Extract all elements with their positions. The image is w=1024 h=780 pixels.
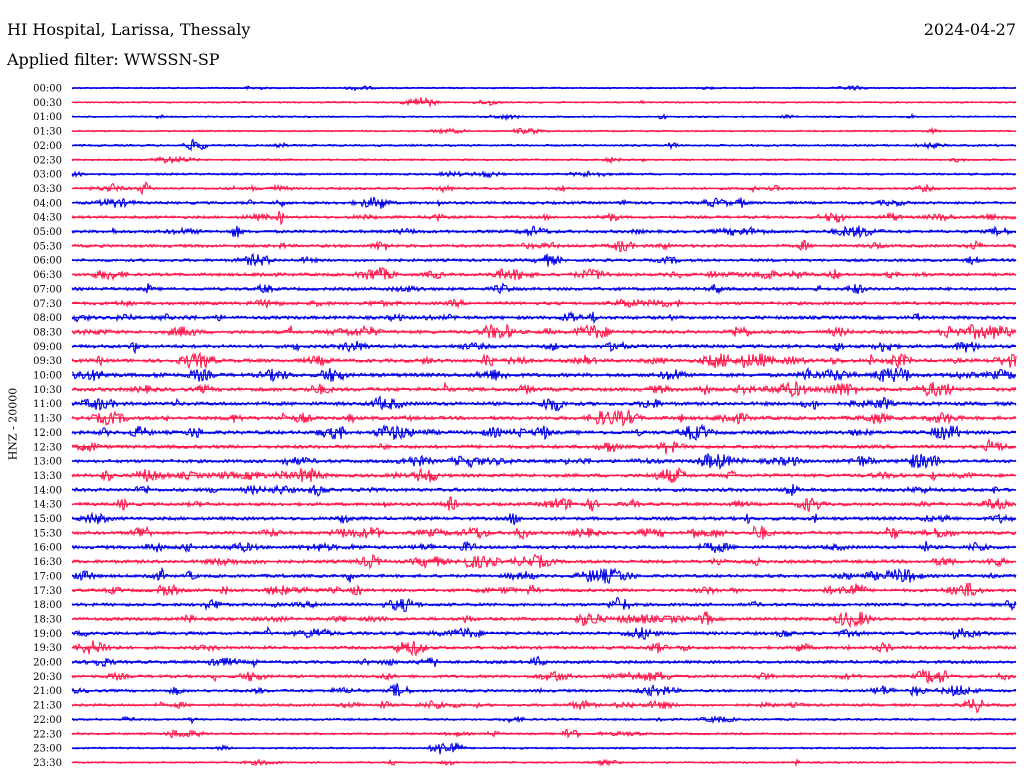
time-label: 04:30 bbox=[33, 213, 62, 224]
time-label: 05:30 bbox=[33, 241, 62, 252]
trace-line bbox=[71, 437, 1017, 455]
time-label: 20:00 bbox=[33, 658, 62, 669]
filter-value: WWSSN-SP bbox=[123, 50, 220, 69]
time-label: 10:00 bbox=[33, 371, 62, 382]
time-label: 12:30 bbox=[33, 442, 62, 453]
time-label: 15:30 bbox=[33, 528, 62, 539]
time-label: 13:30 bbox=[33, 471, 62, 482]
trace-group bbox=[71, 84, 1017, 768]
time-label: 19:00 bbox=[33, 629, 62, 640]
time-label: 02:00 bbox=[33, 141, 62, 152]
time-label: 01:30 bbox=[33, 127, 62, 138]
time-label: 09:00 bbox=[33, 342, 62, 353]
time-label: 07:00 bbox=[33, 284, 62, 295]
time-label: 15:00 bbox=[33, 514, 62, 525]
time-label: 17:30 bbox=[33, 586, 62, 597]
time-label: 22:00 bbox=[33, 715, 62, 726]
trace-line bbox=[71, 267, 1017, 282]
time-label: 19:30 bbox=[33, 643, 62, 654]
time-label: 18:30 bbox=[33, 614, 62, 625]
time-label: 07:30 bbox=[33, 299, 62, 310]
trace-line bbox=[71, 582, 1017, 598]
trace-line bbox=[71, 351, 1017, 370]
time-label: 21:00 bbox=[33, 686, 62, 697]
trace-line bbox=[71, 96, 1017, 108]
time-label: 13:00 bbox=[33, 457, 62, 468]
time-label: 05:00 bbox=[33, 227, 62, 238]
time-label: 08:30 bbox=[33, 327, 62, 338]
channel-axis-label: HNZ - 20000 bbox=[6, 387, 20, 461]
time-label: 21:30 bbox=[33, 701, 62, 712]
time-label: 02:30 bbox=[33, 155, 62, 166]
filter-label: Applied filter: bbox=[7, 50, 119, 69]
record-date: 2024-04-27 bbox=[923, 20, 1016, 39]
time-label: 09:30 bbox=[33, 356, 62, 367]
time-label: 20:30 bbox=[33, 672, 62, 683]
time-label: 04:00 bbox=[33, 198, 62, 209]
time-label: 17:00 bbox=[33, 571, 62, 582]
time-label: 01:00 bbox=[33, 112, 62, 123]
time-label: 11:00 bbox=[33, 399, 62, 410]
time-label: 12:00 bbox=[33, 428, 62, 439]
time-label: 08:00 bbox=[33, 313, 62, 324]
time-label: 14:00 bbox=[33, 485, 62, 496]
trace-line bbox=[71, 395, 1017, 412]
time-label: 11:30 bbox=[33, 414, 62, 425]
trace-line bbox=[71, 669, 1017, 685]
time-label: 23:00 bbox=[33, 744, 62, 755]
time-label: 00:00 bbox=[33, 84, 62, 95]
time-label: 06:00 bbox=[33, 256, 62, 267]
trace-line bbox=[71, 683, 1017, 698]
time-label-group: 00:00 00:30 01:00 01:30 02:00 02:30 03:00 03:30… bbox=[33, 84, 62, 769]
time-label: 03:30 bbox=[33, 184, 62, 195]
time-label: 18:00 bbox=[33, 600, 62, 611]
time-label: 22:30 bbox=[33, 729, 62, 740]
filter-line: Applied filter: WWSSN-SP bbox=[7, 50, 220, 69]
time-label: 23:30 bbox=[33, 758, 62, 769]
time-label: 00:30 bbox=[33, 98, 62, 109]
station-title: HI Hospital, Larissa, Thessaly bbox=[7, 20, 251, 39]
time-label: 06:30 bbox=[33, 270, 62, 281]
time-label: 14:30 bbox=[33, 500, 62, 511]
trace-line bbox=[71, 452, 1017, 471]
time-label: 16:30 bbox=[33, 557, 62, 568]
time-label: 16:00 bbox=[33, 543, 62, 554]
time-label: 03:00 bbox=[33, 170, 62, 181]
time-label: 10:30 bbox=[33, 385, 62, 396]
